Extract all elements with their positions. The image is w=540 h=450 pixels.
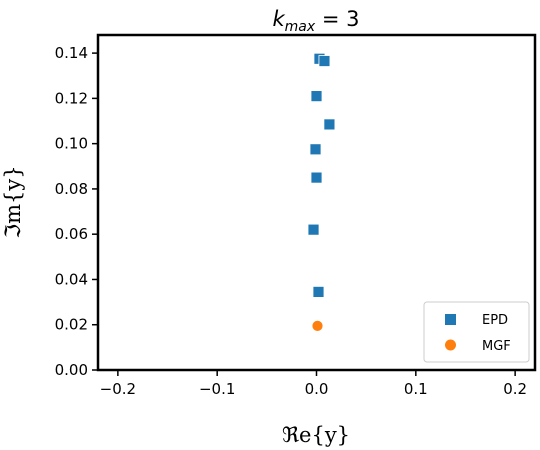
y-tick-label: 0.00 [55, 361, 88, 379]
y-tick-label: 0.10 [55, 135, 88, 153]
title-rest: = 3 [315, 7, 359, 31]
epd-point [312, 286, 325, 298]
y-axis-label: ℑm{y} [1, 165, 25, 238]
legend: EPD MGF [423, 301, 530, 363]
y-tick-label: 0.08 [55, 180, 88, 198]
epd-point [307, 223, 320, 236]
legend-epd-marker [445, 314, 456, 325]
data-points [307, 52, 336, 332]
legend-box [423, 301, 530, 363]
chart-title: kmax = 3 [273, 7, 360, 35]
x-tick-label: −0.2 [100, 380, 136, 398]
mgf-point [311, 319, 324, 332]
legend-mgf-marker [445, 339, 456, 351]
epd-point [309, 143, 322, 156]
epd-point [310, 90, 323, 103]
x-tick-label: −0.1 [199, 380, 235, 398]
y-tick-label: 0.12 [55, 89, 88, 107]
title-main: k [273, 7, 286, 31]
legend-epd-label: EPD [482, 313, 508, 328]
epd-point [323, 118, 336, 131]
y-tick-label: 0.02 [55, 316, 88, 334]
y-tick-label: 0.06 [55, 225, 88, 243]
y-axis: 0.00 0.02 0.04 0.06 0.08 0.10 0.12 0.14 [55, 44, 98, 379]
x-tick-label: 0.1 [404, 380, 428, 398]
y-tick-label: 0.14 [55, 44, 88, 62]
title-subscript: max [285, 19, 316, 35]
x-tick-label: 0.2 [503, 380, 527, 398]
legend-mgf-label: MGF [482, 339, 511, 354]
x-tick-label: 0.0 [305, 380, 329, 398]
y-tick-label: 0.04 [55, 270, 88, 288]
x-axis-label: ℜe{y} [282, 423, 350, 447]
epd-point [318, 55, 331, 67]
x-axis: −0.2 −0.1 0.0 0.1 0.2 [100, 370, 527, 398]
epd-point [310, 171, 323, 184]
